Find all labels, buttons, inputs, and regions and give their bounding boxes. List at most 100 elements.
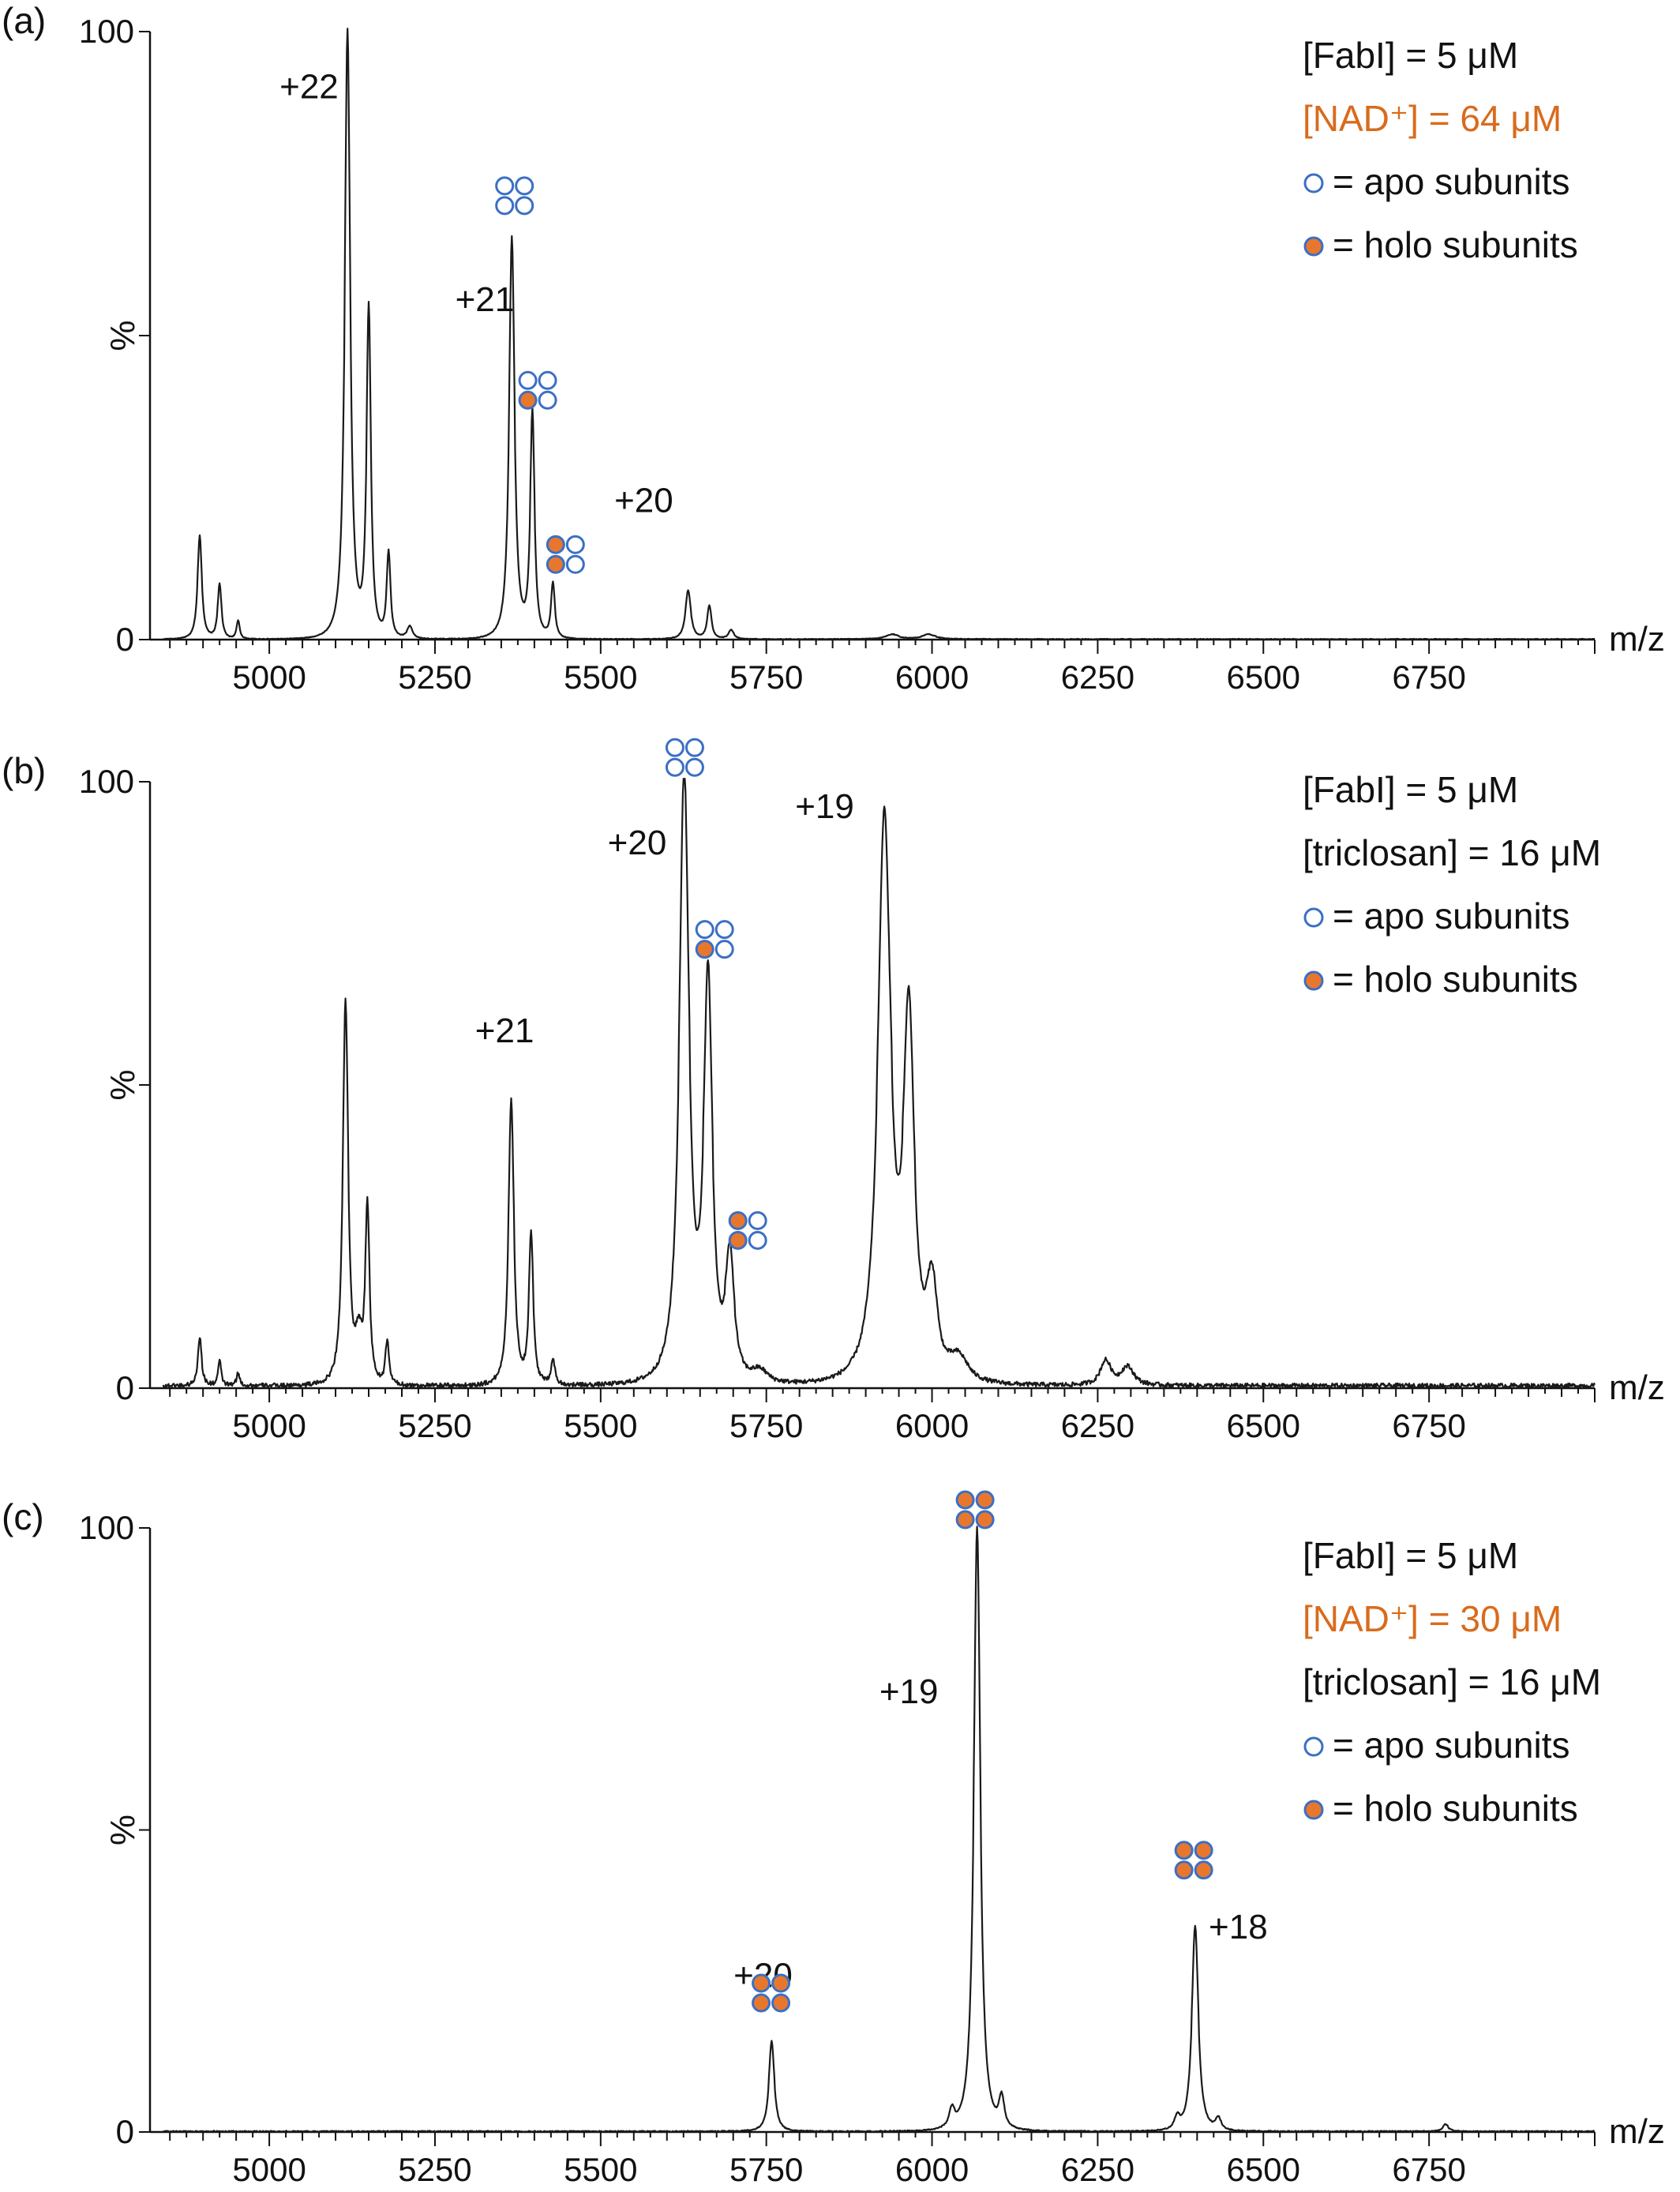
spectrum-trace bbox=[163, 28, 1596, 640]
tetramer-glyph bbox=[955, 1490, 995, 1530]
legend-entry: [FabI] = 5 μM bbox=[1303, 35, 1518, 76]
spectrum-panel-a: (a) 100 0% 5000 5250 5500 5750 6000 6250 6500 6750… bbox=[2, 0, 1665, 696]
y-tick-label-0: 0 bbox=[116, 1369, 134, 1406]
charge-state-label: +20 bbox=[614, 481, 673, 520]
apo-subunit-icon bbox=[495, 176, 515, 196]
holo-subunit-icon bbox=[1303, 970, 1324, 991]
apo-subunit-icon bbox=[714, 940, 734, 959]
y-tick-label-100: 100 bbox=[79, 1509, 134, 1546]
panel-label: (b) bbox=[2, 750, 46, 791]
spectrum-panel-c: (c) 100 0% 5000 5250 5500 5750 6000 6250 6500 6750… bbox=[2, 1490, 1665, 2188]
apo-subunit-icon bbox=[538, 370, 557, 390]
holo-subunit-icon bbox=[975, 1490, 995, 1510]
x-tick-label: 5250 bbox=[398, 1407, 471, 1444]
holo-subunit-icon bbox=[752, 1973, 771, 1993]
legend-entry: [FabI] = 5 μM bbox=[1303, 1535, 1518, 1576]
charge-state-label: +19 bbox=[879, 1672, 939, 1711]
apo-subunit-icon bbox=[665, 757, 684, 777]
tetramer-glyph bbox=[665, 738, 704, 777]
x-tick-label: 5250 bbox=[398, 2151, 471, 2188]
x-tick-label: 6500 bbox=[1227, 2151, 1300, 2188]
legend-entry: [FabI] = 5 μM bbox=[1303, 769, 1518, 810]
holo-subunit-icon bbox=[975, 1510, 995, 1530]
apo-subunit-icon bbox=[515, 176, 534, 196]
x-tick-label: 6500 bbox=[1227, 1407, 1300, 1444]
y-tick-label-0: 0 bbox=[116, 2113, 134, 2150]
apo-subunit-icon bbox=[538, 390, 557, 410]
x-axis-label: m/z bbox=[1609, 620, 1665, 659]
x-tick-label: 5750 bbox=[729, 1407, 803, 1444]
apo-subunit-icon bbox=[748, 1230, 767, 1250]
charge-state-label: +19 bbox=[795, 787, 854, 826]
spectrum-panel-b: (b) 100 0% 5000 5250 5500 5750 6000 6250 6500 6750… bbox=[2, 738, 1665, 1444]
charge-state-label: +21 bbox=[456, 280, 515, 319]
x-tick-label: 6000 bbox=[895, 2151, 969, 2188]
tetramer-glyph bbox=[495, 176, 534, 216]
x-tick-label: 6250 bbox=[1061, 2151, 1134, 2188]
holo-subunit-icon bbox=[728, 1210, 748, 1230]
holo-subunit-icon bbox=[1174, 1841, 1194, 1860]
panel-label: (a) bbox=[2, 0, 46, 41]
apo-subunit-icon bbox=[495, 196, 515, 216]
apo-subunit-icon bbox=[1303, 907, 1324, 928]
apo-subunit-icon bbox=[565, 535, 585, 554]
apo-subunit-icon bbox=[714, 920, 734, 940]
legend-entry: = holo subunits bbox=[1333, 224, 1578, 265]
x-tick-label: 5500 bbox=[564, 1407, 637, 1444]
legend-entry: = apo subunits bbox=[1333, 895, 1570, 936]
x-tick-label: 6250 bbox=[1061, 1407, 1134, 1444]
y-tick-label-100: 100 bbox=[79, 13, 134, 50]
apo-subunit-icon bbox=[684, 738, 704, 757]
x-axis-label: m/z bbox=[1609, 2112, 1665, 2151]
holo-subunit-icon bbox=[728, 1230, 748, 1250]
holo-subunit-icon bbox=[1174, 1860, 1194, 1880]
holo-subunit-icon bbox=[955, 1510, 975, 1530]
holo-subunit-icon bbox=[771, 1973, 791, 1993]
apo-subunit-icon bbox=[1303, 1736, 1324, 1757]
apo-subunit-icon bbox=[695, 920, 714, 940]
x-tick-label: 6750 bbox=[1392, 659, 1465, 696]
holo-subunit-icon bbox=[546, 554, 565, 574]
apo-subunit-icon bbox=[565, 554, 585, 574]
x-tick-label: 6000 bbox=[895, 659, 969, 696]
tetramer-glyph bbox=[518, 370, 557, 410]
x-tick-label: 5250 bbox=[398, 659, 471, 696]
x-tick-label: 6500 bbox=[1227, 659, 1300, 696]
holo-subunit-icon bbox=[1194, 1860, 1213, 1880]
legend-entry: [triclosan] = 16 μM bbox=[1303, 832, 1601, 873]
charge-state-label: +22 bbox=[279, 68, 339, 107]
holo-subunit-icon bbox=[771, 1993, 791, 2013]
tetramer-glyph bbox=[728, 1210, 767, 1250]
holo-subunit-icon bbox=[1303, 236, 1324, 257]
x-tick-label: 5500 bbox=[564, 659, 637, 696]
tetramer-glyph bbox=[695, 920, 734, 959]
x-tick-label: 6750 bbox=[1392, 1407, 1465, 1444]
y-tick-label-100: 100 bbox=[79, 763, 134, 800]
apo-subunit-icon bbox=[515, 196, 534, 216]
x-axis-label: m/z bbox=[1609, 1368, 1665, 1407]
legend-entry: [NAD⁺] = 64 μM bbox=[1303, 98, 1562, 139]
legend-entry: = holo subunits bbox=[1333, 1788, 1578, 1829]
charge-state-label: +21 bbox=[475, 1012, 534, 1050]
holo-subunit-icon bbox=[546, 535, 565, 554]
x-tick-label: 6000 bbox=[895, 1407, 969, 1444]
panel-label: (c) bbox=[2, 1496, 44, 1537]
tetramer-glyph bbox=[1174, 1841, 1213, 1880]
spectrum-trace bbox=[163, 1526, 1596, 2133]
x-tick-label: 6250 bbox=[1061, 659, 1134, 696]
holo-subunit-icon bbox=[1303, 1800, 1324, 1820]
legend-entry: = holo subunits bbox=[1333, 959, 1578, 1000]
apo-subunit-icon bbox=[518, 370, 538, 390]
apo-subunit-icon bbox=[748, 1210, 767, 1230]
holo-subunit-icon bbox=[752, 1993, 771, 2013]
x-tick-label: 5500 bbox=[564, 2151, 637, 2188]
x-tick-label: 5000 bbox=[232, 659, 306, 696]
charge-state-label: +18 bbox=[1209, 1908, 1268, 1946]
legend-entry: = apo subunits bbox=[1333, 161, 1570, 202]
holo-subunit-icon bbox=[955, 1490, 975, 1510]
tetramer-glyph bbox=[546, 535, 585, 574]
apo-subunit-icon bbox=[1303, 173, 1324, 193]
holo-subunit-icon bbox=[1194, 1841, 1213, 1860]
y-tick-label-0: 0 bbox=[116, 621, 134, 658]
